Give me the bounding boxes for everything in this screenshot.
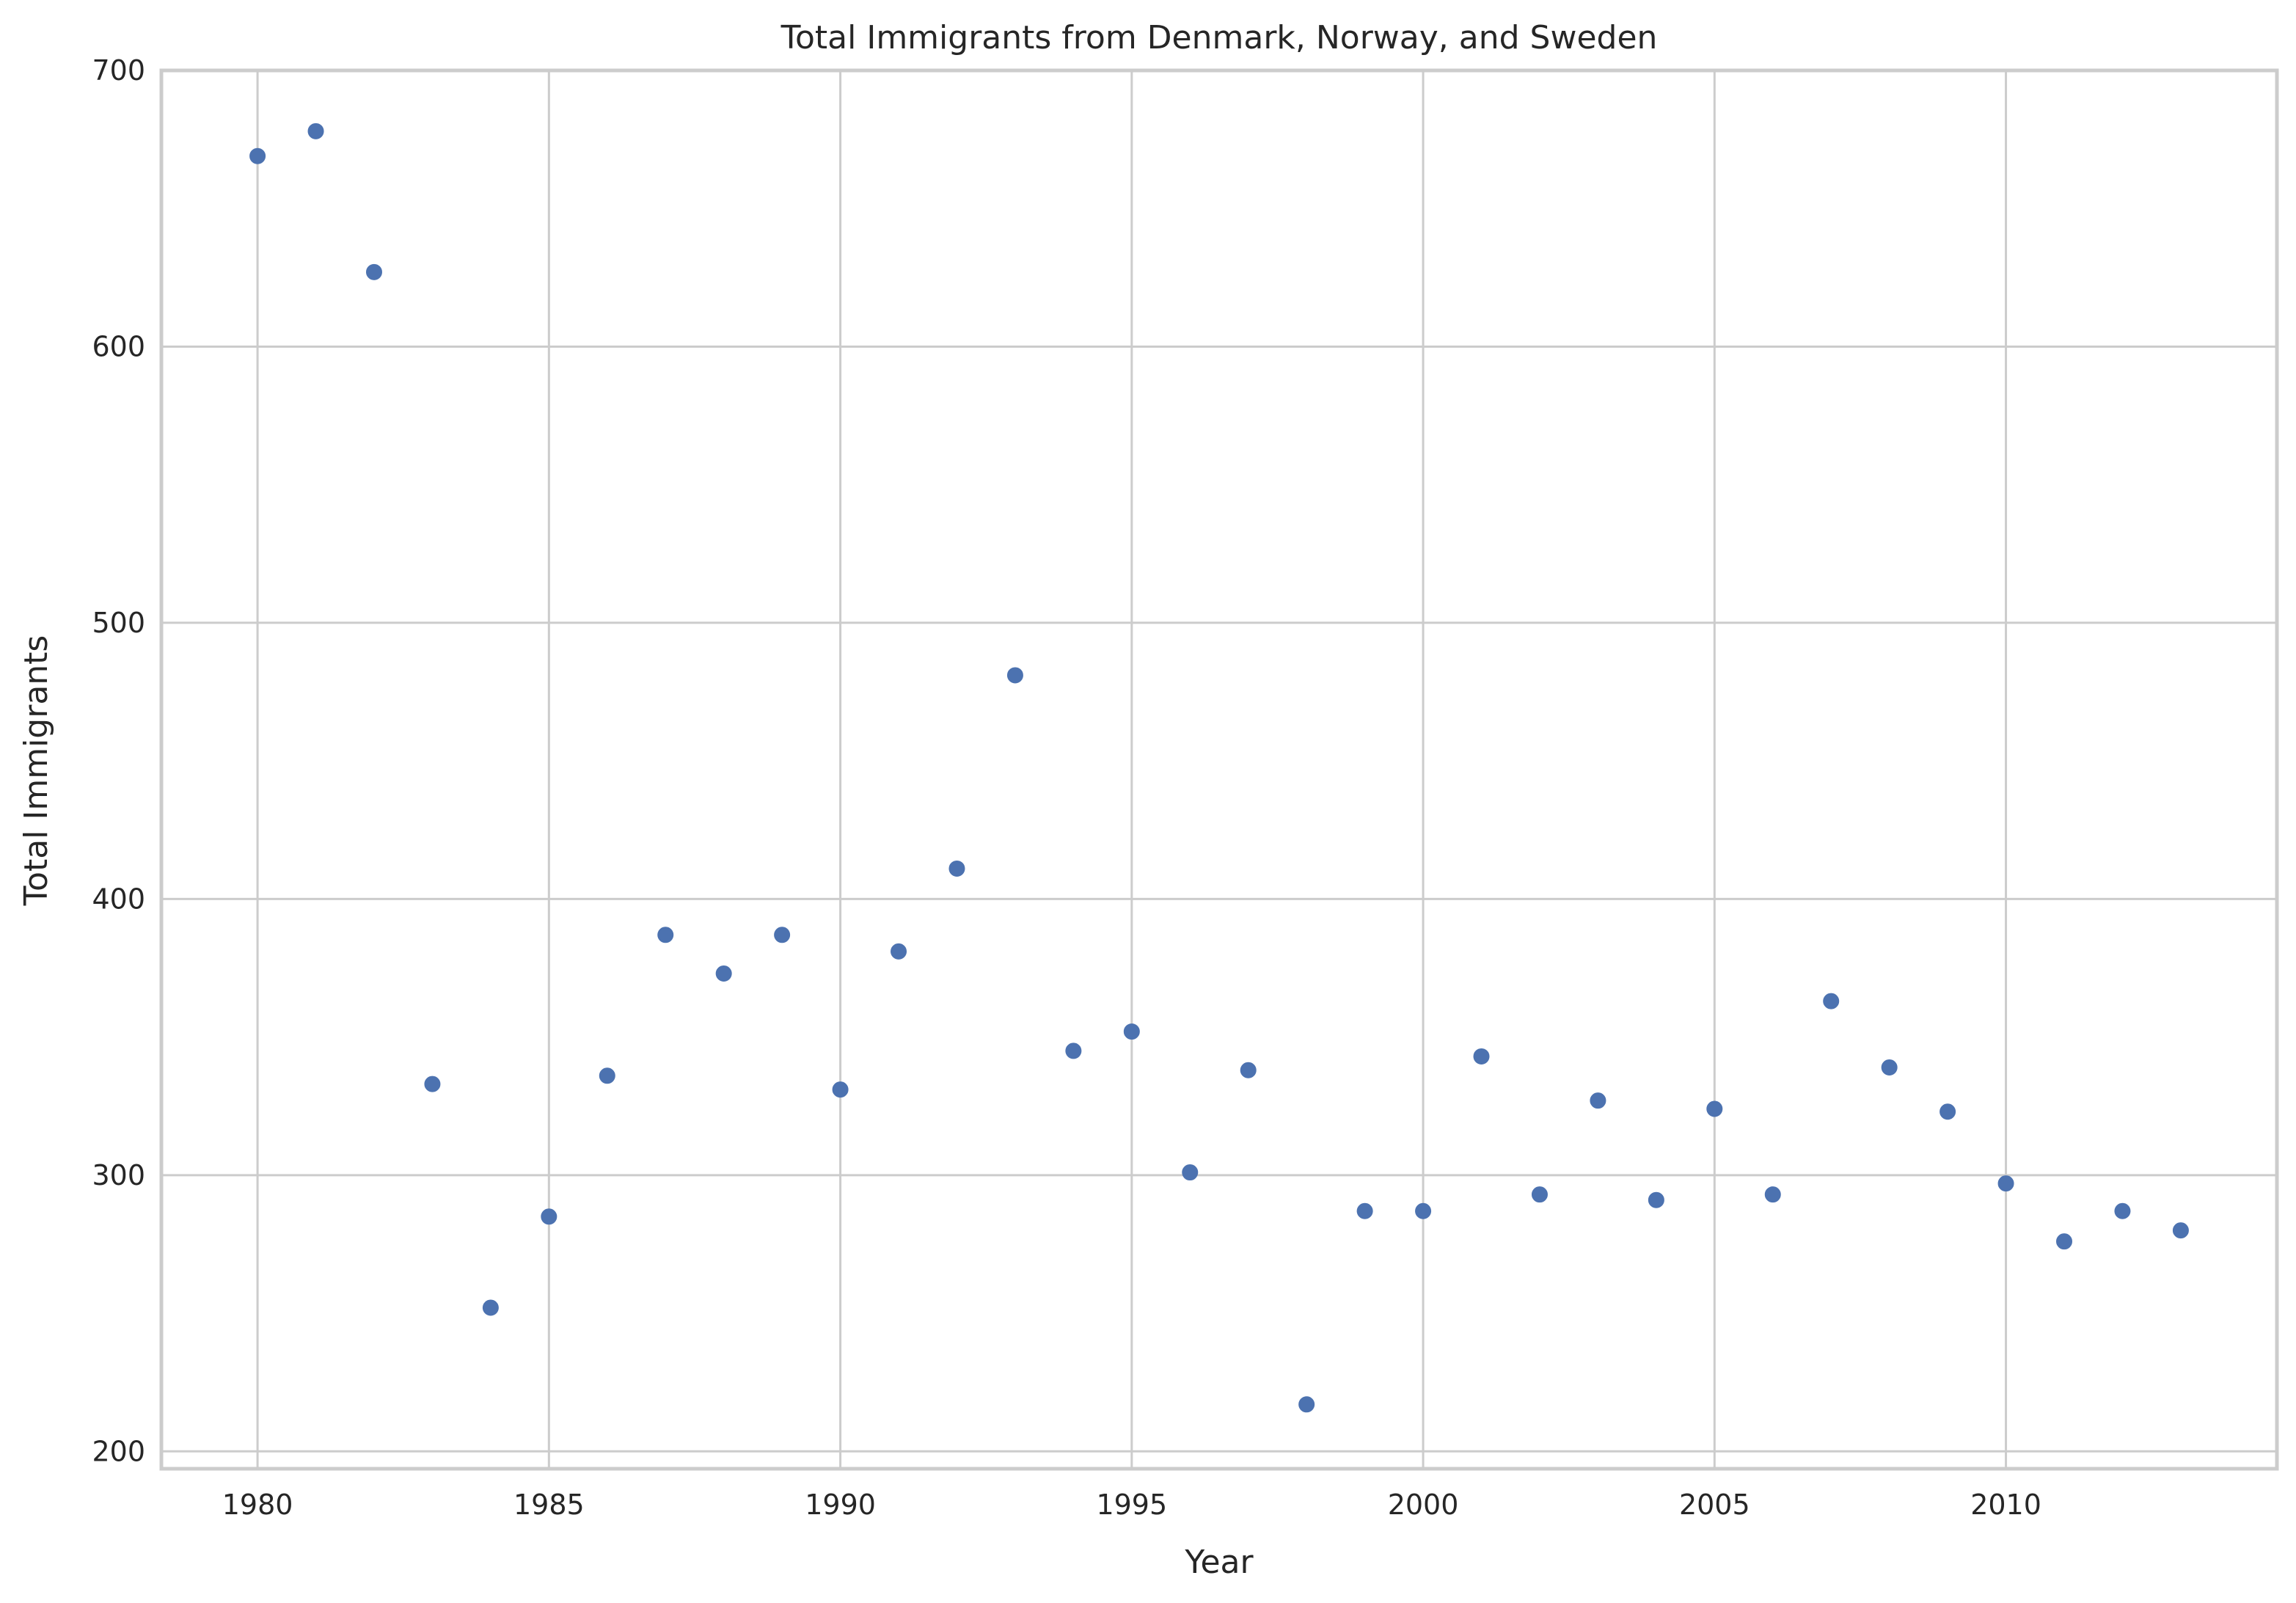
data-points [249,123,2189,1413]
data-point [1065,1043,1082,1059]
x-tick-label: 1980 [222,1489,293,1521]
data-point [1706,1100,1723,1117]
data-point [1939,1103,1956,1120]
data-point [482,1299,499,1316]
data-point [2114,1202,2131,1219]
data-point [657,927,674,943]
data-point [1881,1059,1898,1076]
data-point [365,263,382,280]
x-tick-labels: 1980 1985 1990 1995 2000 2005 2010 [222,1489,2041,1521]
y-tick-label: 700 [92,54,145,87]
data-point [1648,1191,1664,1208]
data-point [1764,1186,1781,1203]
data-point [1415,1202,1432,1219]
y-axis-label: Total Immigrants [18,635,55,907]
data-point [891,943,907,960]
data-point [2056,1233,2073,1250]
data-point [307,123,324,139]
x-tick-label: 1985 [513,1489,585,1521]
data-point [1531,1186,1548,1203]
data-point [249,147,266,164]
data-point [774,927,791,943]
y-tick-label: 400 [92,883,145,915]
data-point [1356,1202,1373,1219]
y-tick-labels: 200 300 400 500 600 700 [92,54,145,1467]
data-point [1590,1092,1606,1109]
data-point [715,965,732,982]
data-point [948,860,965,877]
plot-frame [159,68,2279,1471]
data-point [424,1076,441,1092]
data-point [1006,667,1023,684]
y-tick-label: 600 [92,330,145,362]
data-point [541,1208,557,1225]
data-point [1182,1164,1199,1181]
x-tick-label: 2005 [1679,1489,1750,1521]
y-tick-label: 500 [92,607,145,639]
data-point [1298,1396,1315,1413]
data-point [1823,993,1840,1009]
data-point [599,1067,615,1084]
x-tick-label: 1990 [805,1489,876,1521]
data-point [832,1081,849,1098]
chart-title: Total Immigrants from Denmark, Norway, a… [780,19,1658,56]
data-point [1997,1175,2014,1192]
x-tick-label: 2000 [1388,1489,1459,1521]
data-point [1123,1023,1140,1040]
data-point [1473,1048,1490,1065]
x-axis-label: Year [1184,1544,1254,1581]
x-tick-label: 1995 [1096,1489,1167,1521]
data-point [1240,1062,1257,1078]
x-tick-label: 2010 [1970,1489,2041,1521]
y-tick-label: 300 [92,1159,145,1191]
y-tick-label: 200 [92,1435,145,1467]
data-point [2172,1222,2189,1239]
